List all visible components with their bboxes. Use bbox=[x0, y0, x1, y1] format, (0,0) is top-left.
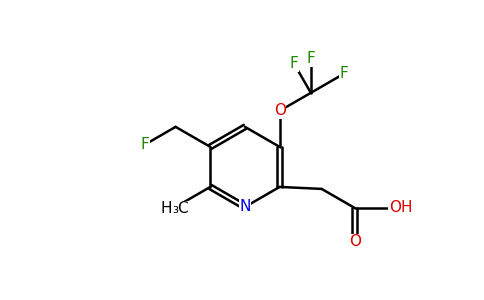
Text: H: H bbox=[161, 201, 172, 216]
Text: N: N bbox=[239, 200, 251, 214]
Text: O: O bbox=[273, 103, 286, 118]
Text: F: F bbox=[289, 56, 298, 71]
Text: ₃C: ₃C bbox=[172, 201, 189, 216]
Text: OH: OH bbox=[389, 200, 412, 215]
Text: F: F bbox=[140, 137, 149, 152]
Text: F: F bbox=[339, 66, 348, 81]
Text: F: F bbox=[306, 51, 315, 66]
Text: O: O bbox=[348, 235, 361, 250]
